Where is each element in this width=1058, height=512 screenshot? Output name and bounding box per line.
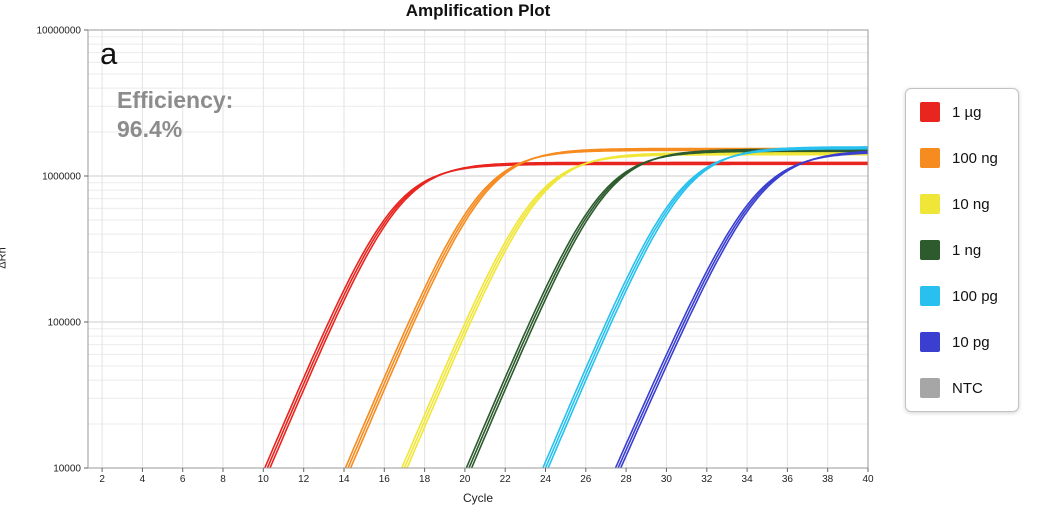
legend-item: 1 ng xyxy=(920,240,1004,260)
x-axis-label: Cycle xyxy=(462,491,493,505)
legend-label: 1 ng xyxy=(952,241,982,259)
legend-swatch-icon xyxy=(920,148,940,168)
x-tick-label: 14 xyxy=(338,474,350,485)
x-tick-label: 28 xyxy=(621,474,633,485)
efficiency-label: Efficiency: xyxy=(117,87,234,113)
series-line xyxy=(544,147,868,468)
chart-title: Amplification Plot xyxy=(405,1,551,20)
legend-swatch-icon xyxy=(920,378,940,398)
y-axis-label: ΔRn xyxy=(0,247,9,269)
legend-swatch-icon xyxy=(920,286,940,306)
legend-label: 100 pg xyxy=(952,287,998,305)
plot-border xyxy=(87,29,869,469)
legend-swatch-icon xyxy=(920,194,940,214)
series-line xyxy=(619,150,868,468)
series-line xyxy=(349,147,868,468)
x-tick-label: 16 xyxy=(379,474,391,485)
series-line xyxy=(470,148,868,468)
x-tick-label: 40 xyxy=(862,474,874,485)
legend-label: 1 µg xyxy=(952,103,982,121)
x-tick-label: 2 xyxy=(99,474,105,485)
x-tick-label: 10 xyxy=(258,474,270,485)
x-tick-label: 18 xyxy=(419,474,431,485)
legend-label: 100 ng xyxy=(952,149,998,167)
efficiency-value: 96.4% xyxy=(117,116,183,143)
series-line xyxy=(403,153,868,468)
legend-swatch-icon xyxy=(920,240,940,260)
x-tick-label: 6 xyxy=(180,474,186,485)
legend: 1 µg 100 ng 10 ng 1 ng 100 pg 10 pg NTC xyxy=(905,88,1019,412)
efficiency-annotation: Efficiency: 96.4% xyxy=(117,86,233,145)
legend-item: 10 pg xyxy=(920,332,1004,352)
x-tick-label: 12 xyxy=(298,474,310,485)
x-tick-label: 22 xyxy=(500,474,512,485)
x-tick-label: 4 xyxy=(140,474,146,485)
series-line xyxy=(263,163,868,468)
series-line xyxy=(617,151,868,468)
y-tick-label: 10000 xyxy=(53,464,81,475)
legend-label: NTC xyxy=(952,379,983,397)
axis-ticks: 2 4 6 8 10 12 14 16 18 20 22 24 26 28 30 32 34 36 38 401000… xyxy=(37,26,874,486)
x-tick-label: 32 xyxy=(701,474,713,485)
x-tick-label: 34 xyxy=(742,474,754,485)
legend-item: 1 µg xyxy=(920,102,1004,122)
legend-label: 10 pg xyxy=(952,333,990,351)
y-tick-label: 10000000 xyxy=(37,26,82,37)
y-tick-label: 1000000 xyxy=(42,172,81,183)
series-line xyxy=(406,152,868,468)
y-tick-label: 100000 xyxy=(48,318,82,329)
legend-swatch-icon xyxy=(920,332,940,352)
x-tick-label: 8 xyxy=(220,474,226,485)
legend-item: 100 pg xyxy=(920,286,1004,306)
x-tick-label: 38 xyxy=(822,474,834,485)
series-curves xyxy=(263,146,868,468)
legend-label: 10 ng xyxy=(952,195,990,213)
legend-item: 10 ng xyxy=(920,194,1004,214)
series-line xyxy=(344,149,868,468)
legend-item: NTC xyxy=(920,378,1004,398)
legend-swatch-icon xyxy=(920,102,940,122)
x-tick-label: 24 xyxy=(540,474,552,485)
x-tick-label: 36 xyxy=(782,474,794,485)
series-line xyxy=(266,162,868,468)
series-line xyxy=(269,161,868,468)
x-tick-label: 26 xyxy=(580,474,592,485)
x-tick-label: 30 xyxy=(661,474,673,485)
panel-label: a xyxy=(100,36,118,71)
series-line xyxy=(465,150,868,468)
x-tick-label: 20 xyxy=(459,474,471,485)
legend-item: 100 ng xyxy=(920,148,1004,168)
series-line xyxy=(468,149,868,468)
series-line xyxy=(614,152,868,468)
